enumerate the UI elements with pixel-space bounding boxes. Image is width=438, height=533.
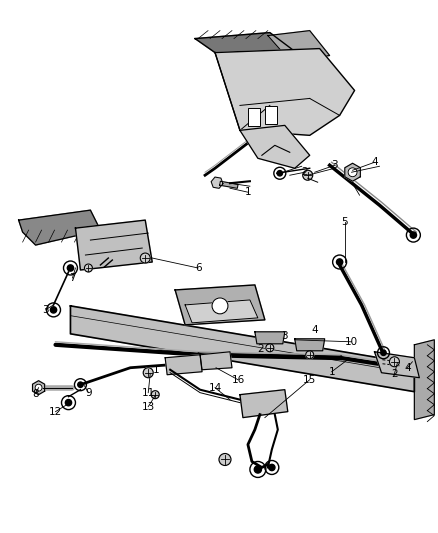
- Text: 11: 11: [141, 387, 155, 398]
- Circle shape: [336, 259, 343, 265]
- Text: 4: 4: [312, 325, 318, 335]
- Circle shape: [268, 464, 275, 471]
- Polygon shape: [240, 125, 310, 168]
- Polygon shape: [374, 352, 419, 378]
- Text: 1: 1: [152, 365, 159, 375]
- Polygon shape: [71, 306, 414, 392]
- Text: 4: 4: [404, 363, 411, 373]
- Text: 2: 2: [257, 344, 264, 354]
- Polygon shape: [345, 163, 360, 181]
- Text: 7: 7: [69, 273, 76, 283]
- Text: 3: 3: [42, 305, 49, 315]
- Text: 8: 8: [32, 389, 39, 399]
- Polygon shape: [19, 210, 100, 245]
- Text: 12: 12: [49, 407, 62, 417]
- Text: 6: 6: [195, 263, 201, 273]
- Circle shape: [151, 391, 159, 399]
- Circle shape: [277, 171, 283, 176]
- Circle shape: [266, 344, 274, 352]
- Text: 1: 1: [244, 187, 251, 197]
- Text: 13: 13: [141, 402, 155, 411]
- Circle shape: [78, 382, 83, 387]
- Polygon shape: [165, 355, 202, 375]
- Text: 16: 16: [231, 375, 244, 385]
- Circle shape: [140, 253, 150, 263]
- Polygon shape: [211, 177, 223, 188]
- Circle shape: [410, 232, 417, 238]
- Bar: [248, 108, 260, 126]
- Circle shape: [348, 168, 357, 177]
- Text: 14: 14: [208, 383, 222, 393]
- Polygon shape: [200, 352, 232, 370]
- Text: 4: 4: [371, 157, 378, 167]
- Circle shape: [50, 307, 57, 313]
- Text: 10: 10: [345, 337, 358, 347]
- Circle shape: [306, 351, 314, 359]
- Text: 2: 2: [391, 369, 398, 379]
- Circle shape: [381, 350, 386, 356]
- Circle shape: [143, 368, 153, 378]
- Text: 3: 3: [331, 160, 338, 170]
- Text: 15: 15: [303, 375, 316, 385]
- Text: 1: 1: [328, 367, 335, 377]
- Circle shape: [85, 264, 92, 272]
- Circle shape: [389, 357, 399, 367]
- Text: 2: 2: [301, 167, 308, 177]
- Polygon shape: [75, 220, 152, 270]
- Polygon shape: [195, 33, 310, 72]
- Polygon shape: [295, 339, 325, 351]
- Circle shape: [212, 298, 228, 314]
- Polygon shape: [185, 300, 258, 323]
- Circle shape: [67, 265, 74, 271]
- Polygon shape: [240, 390, 288, 417]
- Polygon shape: [32, 381, 45, 394]
- Circle shape: [254, 466, 261, 473]
- Circle shape: [35, 384, 42, 391]
- Circle shape: [219, 454, 231, 465]
- Text: 5: 5: [341, 217, 348, 227]
- Circle shape: [303, 170, 313, 180]
- Text: 9: 9: [85, 387, 92, 398]
- Polygon shape: [219, 181, 238, 188]
- Polygon shape: [215, 49, 355, 135]
- Polygon shape: [255, 332, 285, 344]
- Polygon shape: [414, 340, 434, 419]
- Polygon shape: [175, 285, 265, 325]
- Bar: [265, 107, 277, 124]
- Circle shape: [65, 400, 72, 406]
- Polygon shape: [268, 30, 330, 61]
- Text: 3: 3: [281, 330, 288, 341]
